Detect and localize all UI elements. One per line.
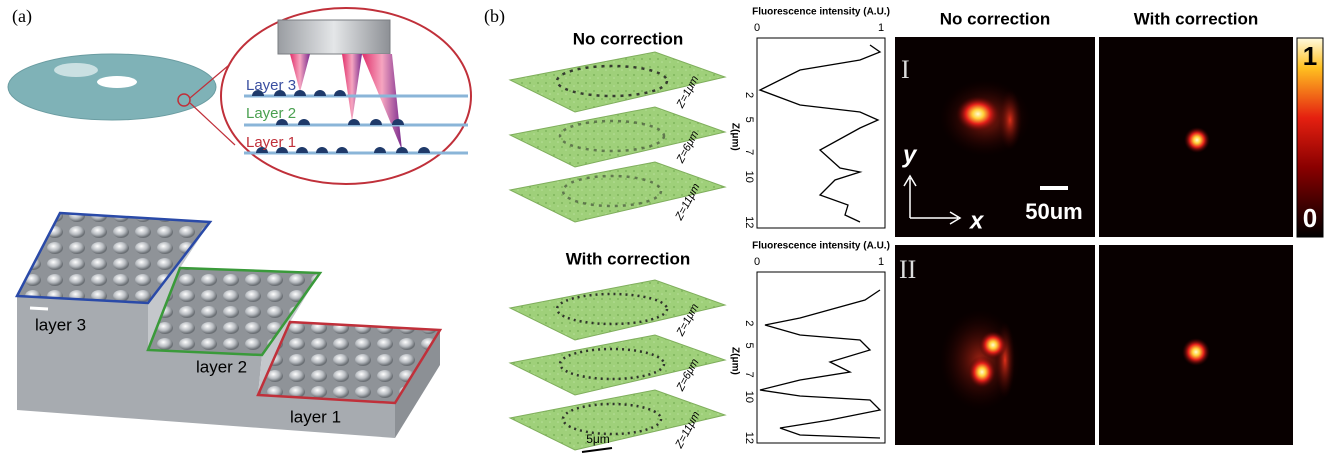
profile-y-tick: 5 xyxy=(743,342,755,348)
stair-label: layer 1 xyxy=(290,407,341,426)
profile-y-tick: 10 xyxy=(743,171,755,183)
profile-y-label: Z(μm) xyxy=(729,347,740,375)
panel-a: (a) Layer 3 Layer 2 Layer 1 layer 3 laye… xyxy=(8,6,471,438)
stair-label: layer 3 xyxy=(35,315,86,334)
axis-label: x xyxy=(968,207,985,234)
profile-x-tick: 1 xyxy=(878,256,884,268)
profile-y-tick: 12 xyxy=(743,432,755,444)
layer-label: Layer 1 xyxy=(246,134,296,151)
profile-y-tick: 10 xyxy=(743,391,755,403)
profile-y-label: Z(μm) xyxy=(729,123,740,151)
layer-label: Layer 2 xyxy=(246,105,296,122)
figure: (a) Layer 3 Layer 2 Layer 1 layer 3 laye… xyxy=(0,0,1326,463)
profile-x-tick: 1 xyxy=(878,22,884,34)
psf xyxy=(1182,338,1210,366)
disc-hole xyxy=(97,76,137,88)
scale-bar-label: 50um xyxy=(1025,199,1082,224)
scale-bar xyxy=(30,308,48,309)
profile-curve xyxy=(760,290,880,438)
panel-label: (b) xyxy=(484,6,505,27)
row-label: I xyxy=(901,55,910,84)
profile-y-tick: 5 xyxy=(743,117,755,123)
axis-label: y xyxy=(902,141,918,168)
layer-label: Layer 3 xyxy=(246,77,296,94)
profile-x-label: Fluorescence intensity (A.U.) xyxy=(752,241,890,252)
psf xyxy=(956,96,1000,132)
profile-y-tick: 7 xyxy=(743,372,755,378)
column-title: No correction xyxy=(940,9,1051,28)
psf xyxy=(979,331,1007,359)
colorbar-min: 0 xyxy=(1303,203,1317,233)
profile-x-tick: 0 xyxy=(754,256,760,268)
colorbar-max: 1 xyxy=(1303,41,1317,71)
psf xyxy=(998,90,1022,150)
stair-label: layer 2 xyxy=(196,357,247,376)
disc-glare xyxy=(54,63,98,77)
objective-lens xyxy=(278,20,390,54)
profile-y-tick: 12 xyxy=(743,216,755,228)
row-label: II xyxy=(899,255,916,284)
profile-y-tick: 7 xyxy=(743,149,755,155)
stack-title: No correction xyxy=(573,29,684,48)
psf xyxy=(968,356,996,388)
psf xyxy=(1184,127,1210,153)
stack-title: With correction xyxy=(566,249,691,268)
panel-b: (b) No correction With correction Z=1μmZ… xyxy=(484,6,1323,452)
profile-y-tick: 2 xyxy=(743,320,755,326)
scale-bar xyxy=(582,448,612,452)
profile-curve xyxy=(760,45,880,222)
profile-x-tick: 0 xyxy=(754,22,760,34)
profile-frame xyxy=(757,272,885,443)
panel-label: (a) xyxy=(12,6,32,27)
scale-bar-label: 5μm xyxy=(586,432,610,446)
column-title: With correction xyxy=(1134,9,1259,28)
profile-y-tick: 2 xyxy=(743,92,755,98)
profile-x-label: Fluorescence intensity (A.U.) xyxy=(752,7,890,18)
